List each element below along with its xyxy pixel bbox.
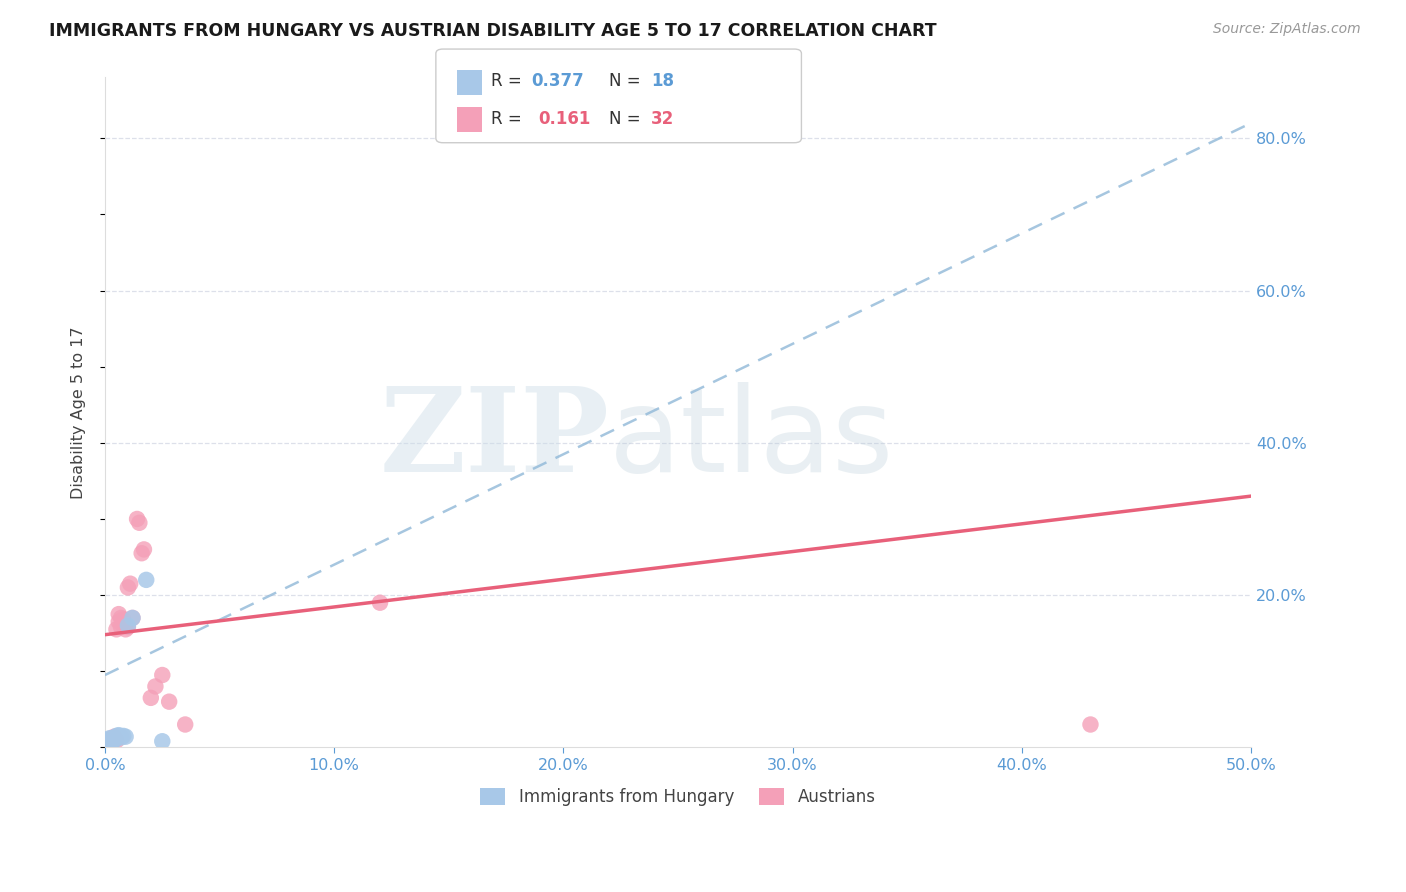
Y-axis label: Disability Age 5 to 17: Disability Age 5 to 17 xyxy=(72,326,86,499)
Point xyxy=(117,581,139,595)
Text: 32: 32 xyxy=(651,110,675,128)
Point xyxy=(114,617,136,632)
Point xyxy=(114,623,136,637)
Text: R =: R = xyxy=(491,110,531,128)
Text: ZIP: ZIP xyxy=(380,382,609,497)
Point xyxy=(117,620,139,634)
Point xyxy=(112,729,135,743)
Text: atlas: atlas xyxy=(609,382,894,497)
Point xyxy=(98,732,121,747)
Point xyxy=(107,730,129,744)
Point xyxy=(110,620,132,634)
Legend: Immigrants from Hungary, Austrians: Immigrants from Hungary, Austrians xyxy=(474,781,882,813)
Point xyxy=(121,611,143,625)
Point xyxy=(110,611,132,625)
Point xyxy=(101,732,124,747)
Point xyxy=(120,576,142,591)
Point xyxy=(103,730,125,744)
Point xyxy=(96,732,118,747)
Point xyxy=(98,734,121,748)
Point xyxy=(105,733,128,747)
Text: R =: R = xyxy=(491,72,527,90)
Point xyxy=(150,734,173,748)
Point xyxy=(101,735,124,749)
Point xyxy=(121,611,143,625)
Text: 0.377: 0.377 xyxy=(531,72,585,90)
Point xyxy=(150,668,173,682)
Point xyxy=(103,731,125,745)
Point xyxy=(174,717,197,731)
Point xyxy=(107,607,129,621)
Text: 18: 18 xyxy=(651,72,673,90)
Point xyxy=(101,735,124,749)
Point xyxy=(103,733,125,747)
Point xyxy=(103,732,125,747)
Point xyxy=(157,695,180,709)
Point xyxy=(128,516,150,530)
Point xyxy=(101,731,124,746)
Point xyxy=(114,730,136,744)
Point xyxy=(117,618,139,632)
Point xyxy=(105,731,128,746)
Point xyxy=(368,596,391,610)
Point xyxy=(131,546,153,560)
Point xyxy=(135,573,157,587)
Point xyxy=(125,512,148,526)
Point xyxy=(105,623,128,637)
Point xyxy=(132,542,155,557)
Point xyxy=(105,729,128,743)
Text: IMMIGRANTS FROM HUNGARY VS AUSTRIAN DISABILITY AGE 5 TO 17 CORRELATION CHART: IMMIGRANTS FROM HUNGARY VS AUSTRIAN DISA… xyxy=(49,22,936,40)
Point xyxy=(98,734,121,748)
Point xyxy=(1080,717,1102,731)
Point xyxy=(110,731,132,745)
Point xyxy=(98,731,121,746)
Text: Source: ZipAtlas.com: Source: ZipAtlas.com xyxy=(1213,22,1361,37)
Point xyxy=(96,736,118,750)
Point xyxy=(112,612,135,626)
Point xyxy=(107,728,129,742)
Text: 0.161: 0.161 xyxy=(538,110,591,128)
Point xyxy=(107,615,129,629)
Text: N =: N = xyxy=(609,72,645,90)
Point xyxy=(145,680,167,694)
Point xyxy=(112,618,135,632)
Text: N =: N = xyxy=(609,110,645,128)
Point xyxy=(139,690,162,705)
